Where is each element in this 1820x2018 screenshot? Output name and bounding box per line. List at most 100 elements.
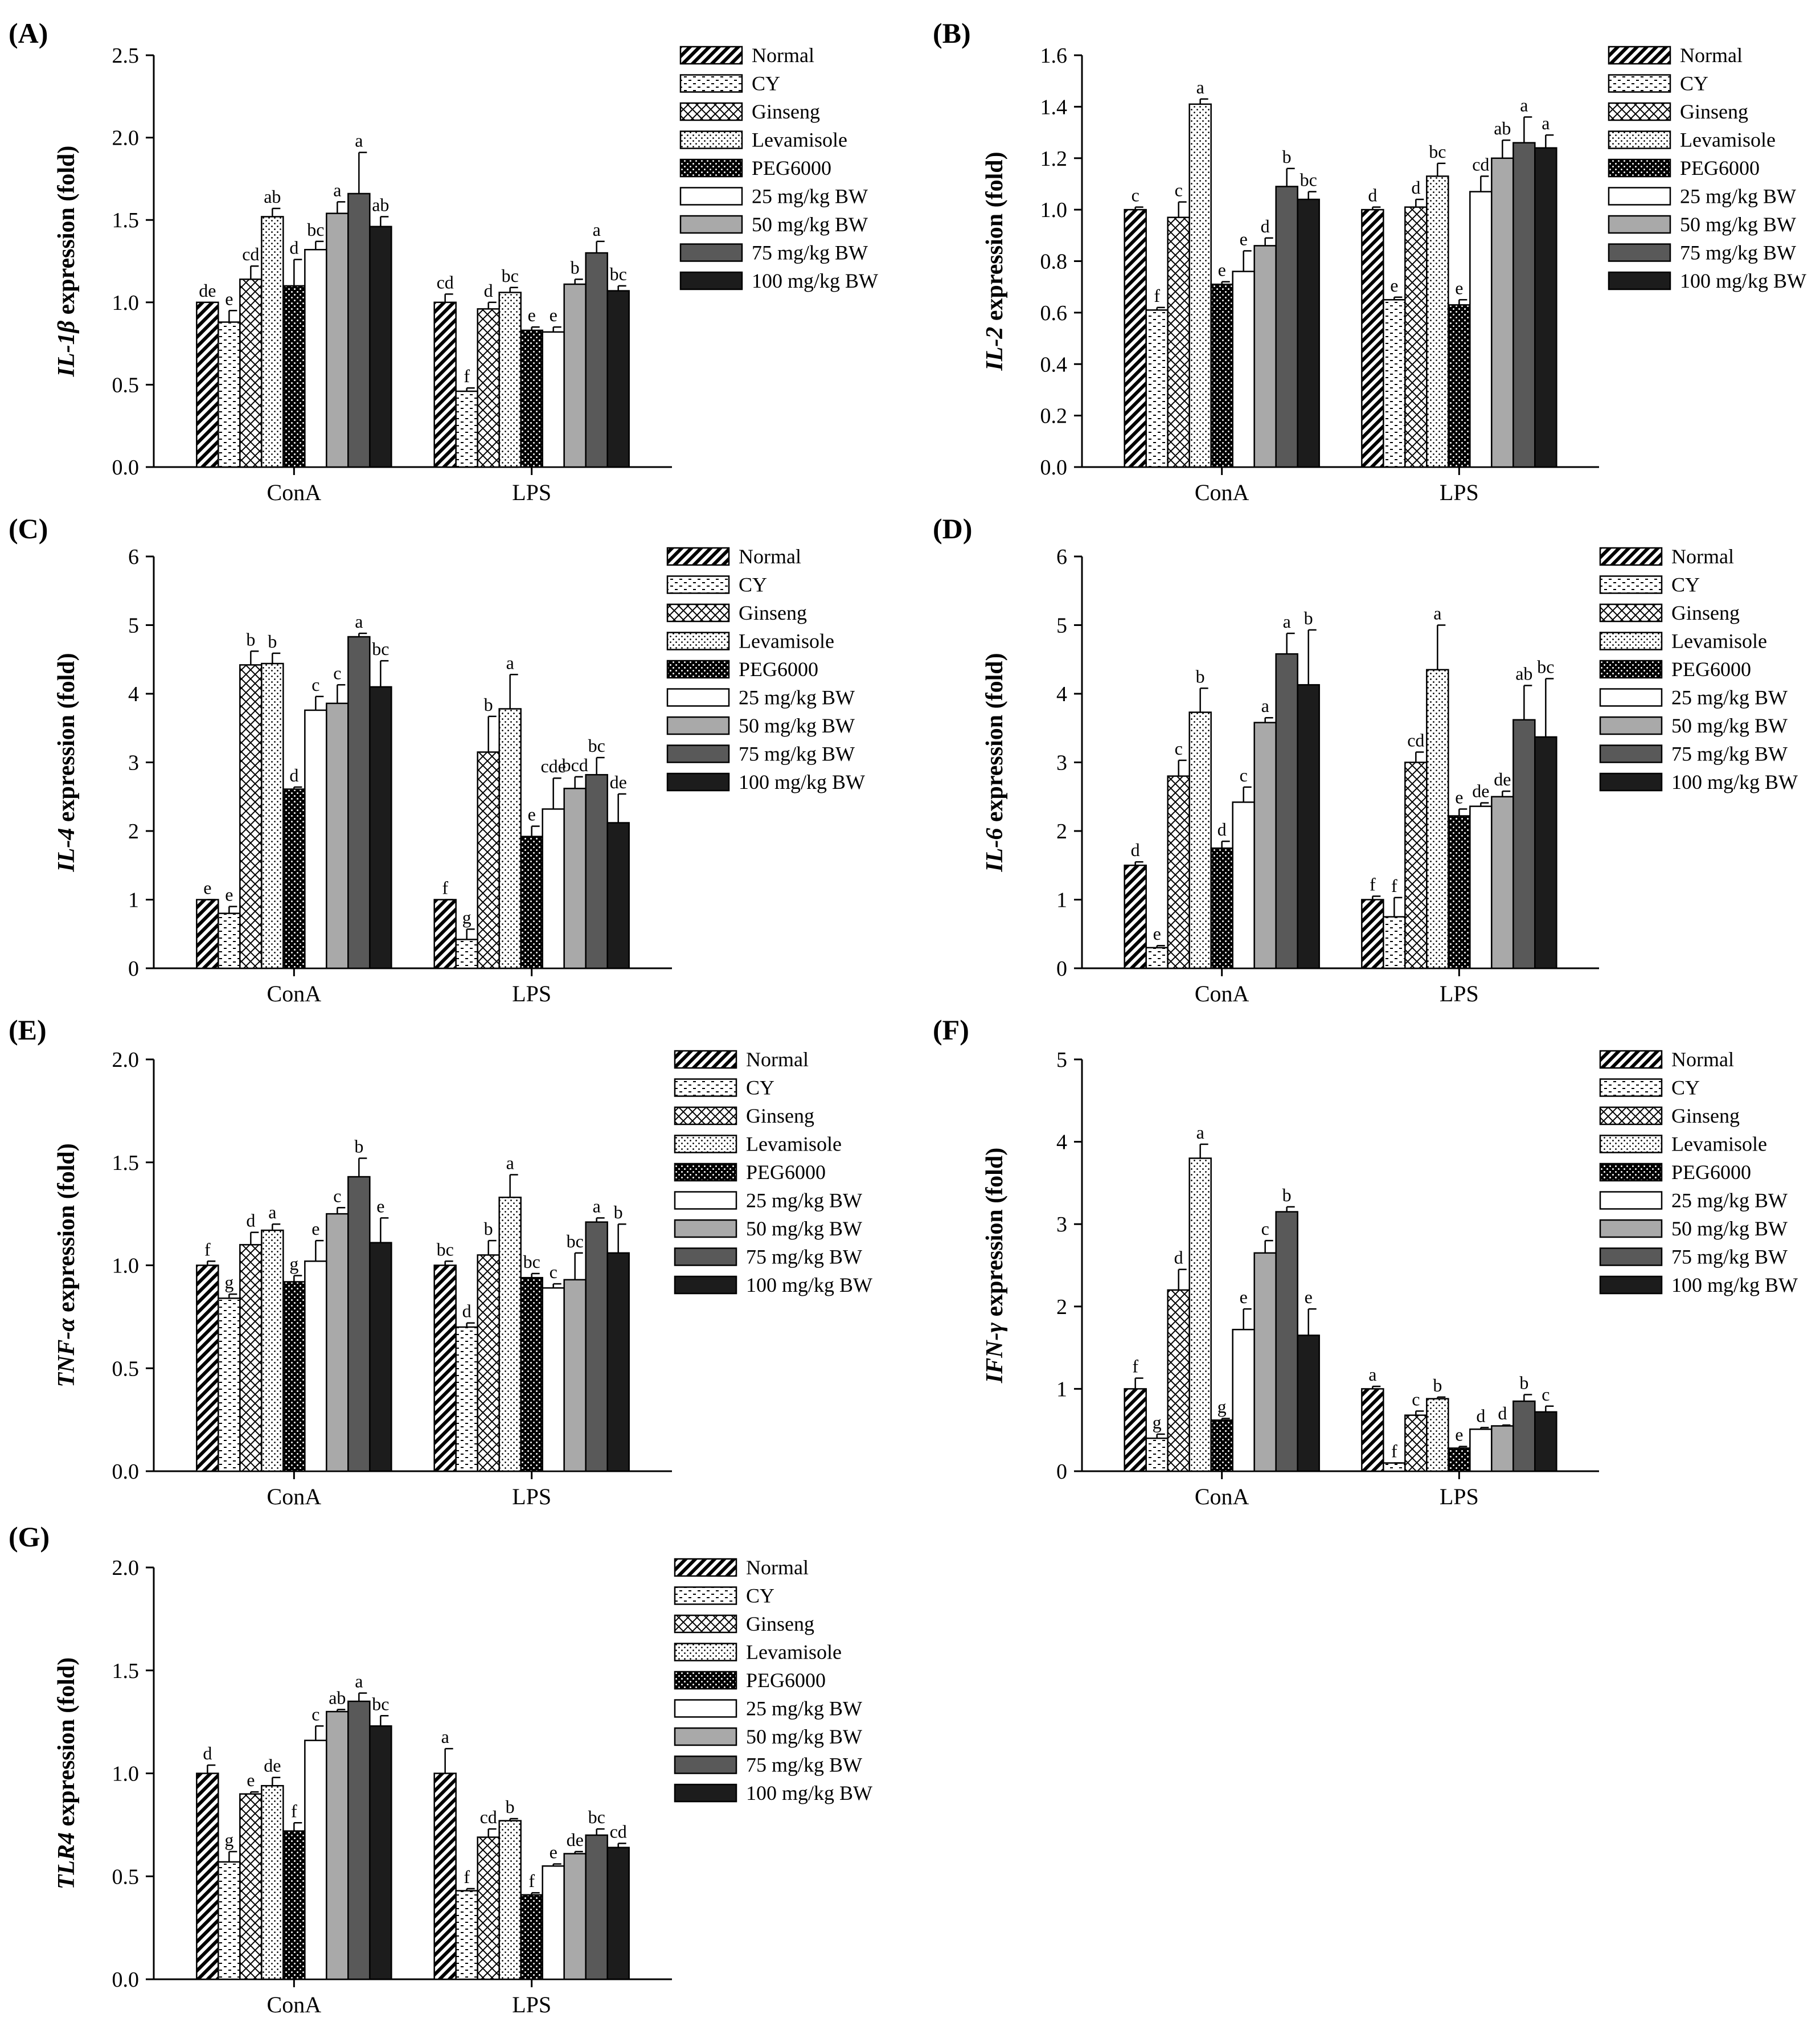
legend-entry: Levamisole [746, 1133, 842, 1156]
bar [1232, 801, 1255, 969]
bar [1275, 186, 1298, 468]
bar [1124, 208, 1147, 468]
y-tick-label: 1.0 [112, 291, 140, 315]
y-tick-label: 1.5 [112, 208, 140, 232]
panel-label: (G) [9, 1521, 50, 1553]
y-axis-title-gene: TLR4 [54, 1832, 80, 1889]
y-tick-label: 1 [1056, 889, 1067, 912]
significance-letter: de [567, 1829, 584, 1850]
significance-letter: bc [588, 1807, 605, 1827]
legend-swatch [1608, 271, 1671, 290]
bar [1491, 1425, 1514, 1472]
bar [542, 808, 565, 969]
bar [261, 1784, 284, 1980]
significance-letter: c [1542, 1384, 1550, 1405]
y-tick-label: 0 [1056, 957, 1067, 981]
legend-swatch [1599, 1191, 1663, 1210]
panel-label: (C) [9, 513, 48, 545]
significance-letter: e [1240, 1287, 1248, 1307]
significance-letter: e [528, 804, 536, 825]
significance-letter: b [268, 631, 277, 652]
bar [1275, 653, 1298, 969]
bar [455, 1890, 478, 1980]
chart-panel-6: (F) 0 1 2 3 4 5 IFN-γ expression (fold) ConA f g d a… [933, 1014, 1798, 1509]
legend-entry: Levamisole [752, 129, 847, 152]
legend-entry: 50 mg/kg BW [739, 714, 855, 737]
y-axis-title-gene: IFN-γ [982, 1323, 1008, 1384]
bar [1426, 669, 1449, 969]
significance-letter: a [1520, 95, 1528, 115]
legend-swatch [1608, 46, 1671, 65]
bar [433, 1773, 457, 1980]
bar [520, 836, 543, 969]
legend-entry: Normal [752, 44, 814, 67]
bar [1253, 1252, 1277, 1472]
legend-entry: Normal [746, 1048, 809, 1071]
bar [347, 1176, 371, 1472]
bar [542, 1865, 565, 1980]
bar [585, 773, 608, 969]
y-tick-label: 4 [1056, 1131, 1067, 1155]
significance-letter: f [1132, 1356, 1138, 1377]
bar [563, 788, 587, 969]
bar [196, 1773, 219, 1980]
bar [347, 193, 371, 468]
bar [563, 283, 587, 468]
significance-letter: d [289, 238, 298, 258]
legend-entry: Levamisole [1671, 1133, 1767, 1156]
bar [218, 1861, 241, 1980]
bar [1426, 175, 1449, 468]
bar [304, 249, 327, 468]
legend-entry: PEG6000 [1680, 157, 1760, 179]
legend-entry: Normal [1671, 1048, 1734, 1071]
y-tick-label: 2 [1056, 820, 1067, 844]
legend-entry: 25 mg/kg BW [739, 686, 855, 709]
bar [1469, 805, 1493, 969]
legend-entry: Normal [1671, 545, 1734, 568]
y-tick-label: 2 [1056, 1295, 1067, 1319]
legend-swatch [679, 215, 743, 234]
bar [433, 1264, 457, 1472]
legend-entry: PEG6000 [752, 157, 831, 179]
bar [282, 285, 306, 468]
y-axis-title-text: expression (fold) [54, 146, 80, 321]
significance-letter: e [1218, 260, 1226, 280]
y-tick-label: 2.5 [112, 44, 140, 68]
bar [433, 301, 457, 468]
y-axis-title-gene: IL-6 [982, 828, 1008, 873]
y-tick-label: 6 [1056, 545, 1067, 569]
bar [1491, 796, 1514, 969]
legend-swatch [666, 603, 730, 623]
y-tick-label: 0.0 [112, 1460, 140, 1484]
legend-swatch [1599, 744, 1663, 763]
panel-label: (F) [933, 1014, 969, 1046]
legend-entry: PEG6000 [1671, 658, 1751, 681]
legend-swatch [1599, 660, 1663, 679]
bar [196, 301, 219, 468]
y-tick-label: 5 [128, 614, 139, 638]
legend-swatch [1599, 716, 1663, 735]
legend-swatch [1608, 158, 1671, 178]
significance-letter: ab [264, 186, 281, 207]
legend-entry: CY [746, 1585, 774, 1607]
x-category-label: ConA [1195, 1484, 1249, 1509]
legend-swatch [1608, 187, 1671, 206]
legend-entry: 100 mg/kg BW [739, 771, 865, 793]
legend-swatch [666, 547, 730, 566]
bar [261, 216, 284, 468]
bar [1534, 147, 1557, 468]
legend-swatch [666, 716, 730, 735]
significance-letter: bcd [562, 755, 588, 775]
y-tick-label: 3 [1056, 751, 1067, 775]
bar [455, 939, 478, 969]
legend-entry: Normal [1680, 44, 1743, 67]
bar [1297, 198, 1320, 468]
bar [326, 1213, 349, 1472]
legend-entry: Levamisole [1671, 630, 1767, 653]
legend-entry: 75 mg/kg BW [746, 1754, 862, 1777]
legend-entry: 100 mg/kg BW [1671, 1274, 1798, 1296]
bar [1297, 684, 1320, 969]
legend-swatch [666, 744, 730, 763]
y-tick-label: 0.0 [1040, 456, 1068, 480]
chart-panel-5: (E) 0.0 0.5 1.0 1.5 2.0 TNF-α expression (fold… [9, 1014, 872, 1509]
